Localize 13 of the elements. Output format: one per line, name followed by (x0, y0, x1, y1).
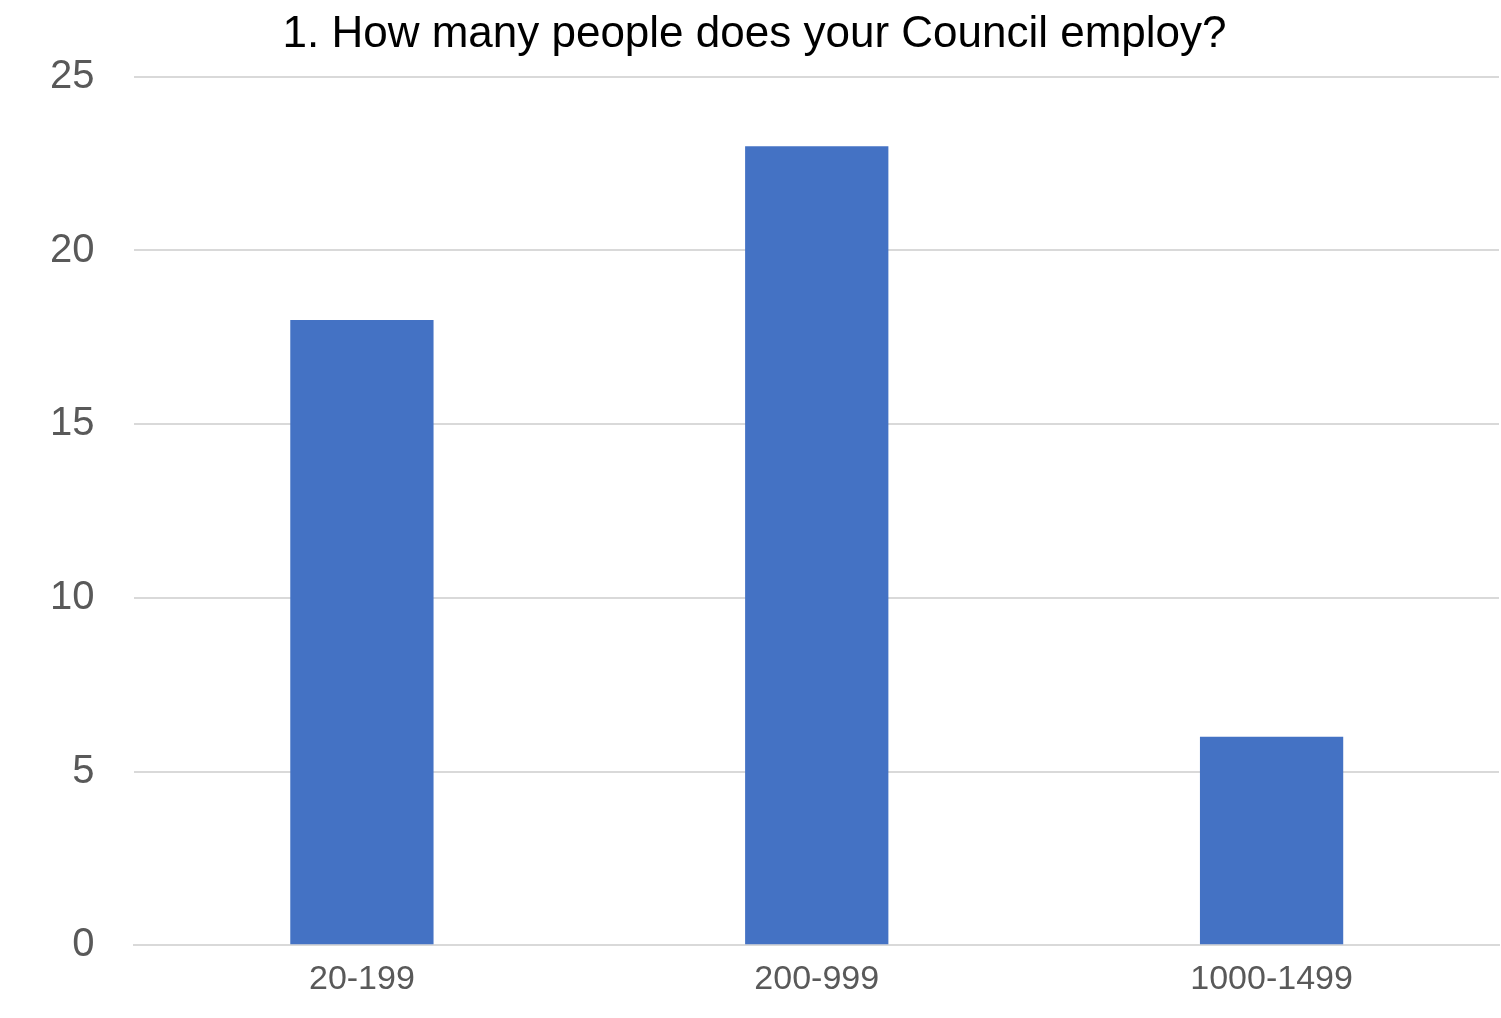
y-tick-label: 25 (49, 51, 95, 96)
bar (745, 146, 889, 945)
y-tick-label: 0 (72, 920, 95, 965)
x-tick-label: 1000-1499 (1190, 957, 1353, 996)
x-tick-label: 200-999 (754, 957, 880, 996)
y-tick-label: 15 (49, 399, 95, 444)
bar (290, 319, 434, 945)
y-tick-label: 20 (49, 225, 95, 270)
chart-title: 1. How many people does your Council employ? (282, 6, 1227, 56)
y-tick-label: 10 (49, 572, 95, 617)
bar (1199, 736, 1344, 945)
y-tick-label: 5 (72, 746, 95, 791)
x-tick-label: 20-199 (308, 957, 415, 996)
